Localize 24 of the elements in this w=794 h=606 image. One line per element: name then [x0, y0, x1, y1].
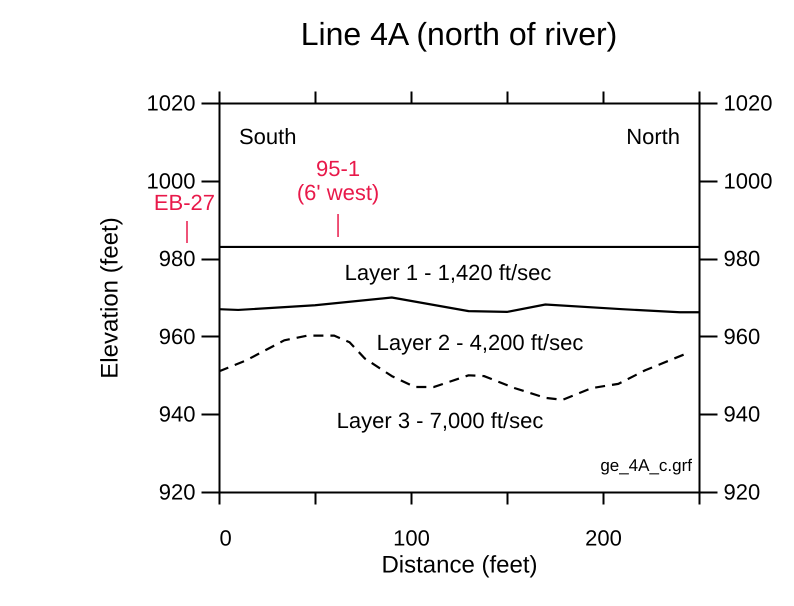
chart-title: Line 4A (north of river): [300, 16, 618, 52]
y-tick-label: 980: [158, 246, 196, 272]
y-tick-label: 920: [158, 480, 196, 504]
annotation: Layer 3 - 7,000 ft/sec: [336, 408, 544, 433]
annotation: ge_4A_c.grf: [600, 456, 692, 475]
y2-tick-label: 920: [724, 480, 760, 504]
y2-tick-label: 1020: [724, 90, 772, 116]
y-tick-label: 940: [158, 402, 196, 427]
x-tick-label: 0: [220, 526, 232, 550]
annotation: North: [626, 124, 680, 149]
annotation: Layer 2 - 4,200 ft/sec: [376, 330, 584, 355]
y-tick-label: 960: [158, 324, 196, 349]
y2-tick-label: 960: [724, 324, 760, 349]
y2-tick-label: 980: [724, 246, 760, 272]
x-axis-title: Distance (feet): [381, 552, 538, 578]
y-axis-title: Elevation (feet): [96, 217, 124, 379]
y2-tick-label: 1000: [724, 168, 772, 194]
x-tick-label: 100: [393, 526, 430, 550]
annotation: 95-1 (6' west): [296, 156, 380, 205]
x-tick-label: 200: [585, 526, 622, 550]
y-tick-label: 1020: [146, 90, 196, 116]
annotation: South: [239, 124, 296, 149]
y2-tick-label: 940: [724, 402, 760, 427]
annotation: Layer 1 - 1,420 ft/sec: [344, 260, 552, 285]
